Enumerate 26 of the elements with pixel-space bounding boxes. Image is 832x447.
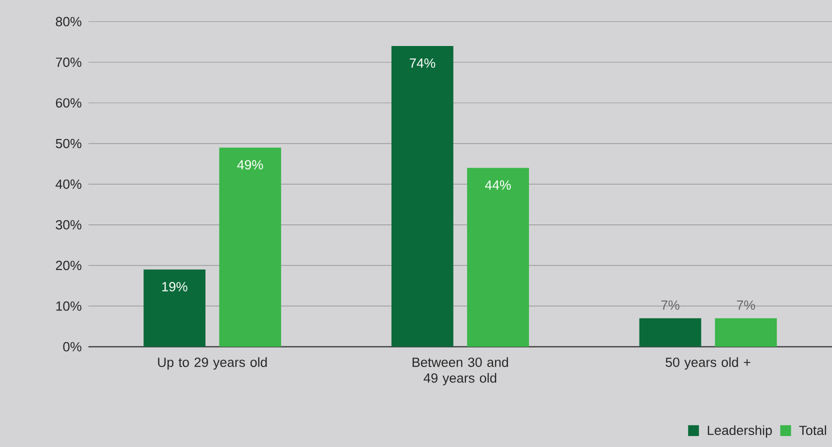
y-tick-label: 0% (63, 342, 82, 352)
data-label: 74% (410, 58, 436, 68)
legend-label: Total (799, 425, 826, 436)
bar (639, 318, 702, 347)
data-label: 7% (661, 300, 680, 310)
x-tick-label: Up to 29 years old (158, 357, 267, 370)
y-tick-label: 70% (56, 58, 82, 67)
data-label: 44% (485, 180, 511, 190)
y-tick-label: 20% (56, 260, 82, 270)
y-tick-label: 30% (56, 220, 82, 230)
legend-label: Leadership (708, 425, 772, 438)
y-tick-label: 60% (56, 98, 82, 108)
bar (144, 270, 206, 347)
y-tick-label: 40% (56, 180, 82, 189)
y-tick-label: 80% (56, 16, 82, 26)
data-label: 19% (162, 282, 188, 292)
bar (391, 46, 454, 347)
bar (714, 318, 777, 347)
data-label: 7% (736, 300, 755, 310)
data-label: 49% (237, 160, 263, 170)
bar (219, 148, 282, 347)
y-tick-label: 10% (56, 301, 82, 311)
x-tick-label: Between 30 and 49 years old (412, 357, 508, 386)
x-tick-label: 50 years old + (666, 357, 750, 370)
bar (467, 168, 529, 347)
y-tick-label: 50% (56, 138, 82, 148)
